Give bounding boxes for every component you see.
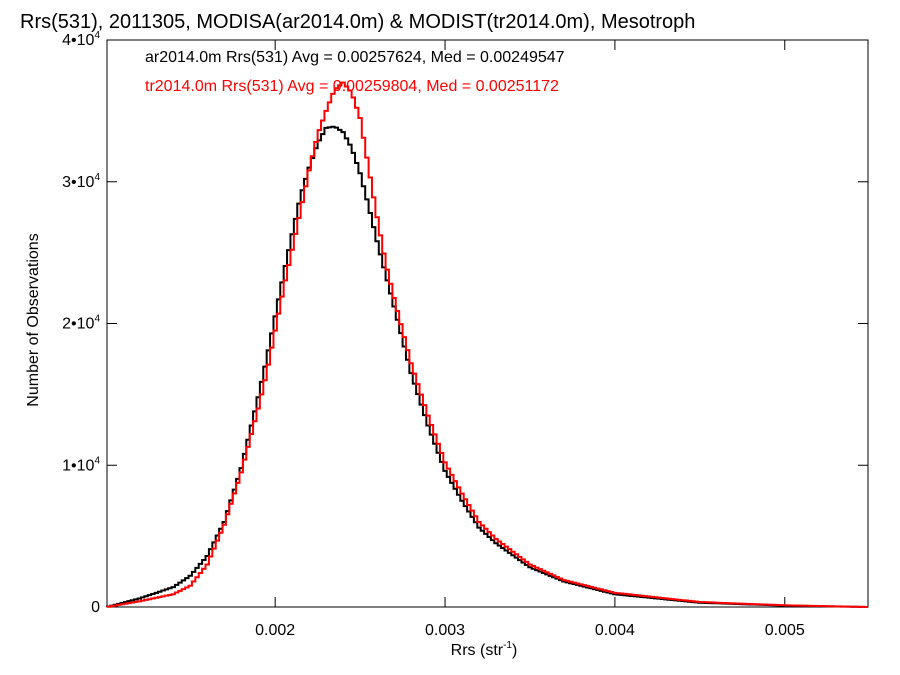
- x-tick-label-1: 0.003: [425, 622, 465, 639]
- y-tick-label-base-2: 2•10: [62, 316, 94, 333]
- y-tick-label-exponent-2: 4: [94, 314, 100, 325]
- x-axis-label-superscript: -1: [503, 640, 512, 651]
- y-tick-label-base-3: 3•10: [62, 174, 94, 191]
- y-tick-label-1: 1•104: [62, 455, 100, 474]
- x-tick-label-2: 0.004: [595, 622, 635, 639]
- series-layer: [106, 81, 868, 608]
- x-axis-label: Rrs (str-1): [451, 640, 518, 659]
- axis-ticks: 0.002 0.003 0.004 0.00501•1042•1043•1044•10…: [62, 30, 868, 639]
- legend-entry-1: tr2014.0m Rrs(531) Avg = 0.00259804, Med…: [145, 78, 559, 95]
- chart-title: Rrs(531), 2011305, MODISA(ar2014.0m) & M…: [20, 11, 695, 33]
- y-tick-label-0: 0: [91, 599, 100, 616]
- y-tick-label-3: 3•104: [62, 172, 100, 191]
- y-tick-label-exponent-3: 4: [94, 172, 100, 183]
- y-tick-label-exponent-1: 4: [94, 455, 100, 466]
- x-tick-label-0: 0.002: [255, 622, 295, 639]
- y-axis-label: Number of Observations: [25, 233, 42, 406]
- series-line-1: [106, 81, 868, 608]
- y-tick-label-base-4: 4•10: [62, 32, 94, 49]
- series-line-0: [106, 125, 868, 608]
- x-axis-label-close: ): [512, 642, 517, 659]
- y-tick-label-base-0: 0: [91, 599, 100, 616]
- legend: ar2014.0m Rrs(531) Avg = 0.00257624, Med…: [145, 49, 565, 95]
- plot-frame: [106, 39, 869, 608]
- y-tick-label-2: 2•104: [62, 314, 100, 333]
- x-axis-label-text: Rrs (str: [451, 642, 504, 659]
- y-tick-label-base-1: 1•10: [62, 457, 94, 474]
- x-tick-label-3: 0.005: [765, 622, 805, 639]
- legend-entry-0: ar2014.0m Rrs(531) Avg = 0.00257624, Med…: [145, 49, 565, 66]
- y-tick-label-4: 4•104: [62, 30, 100, 49]
- y-tick-label-exponent-4: 4: [94, 30, 100, 41]
